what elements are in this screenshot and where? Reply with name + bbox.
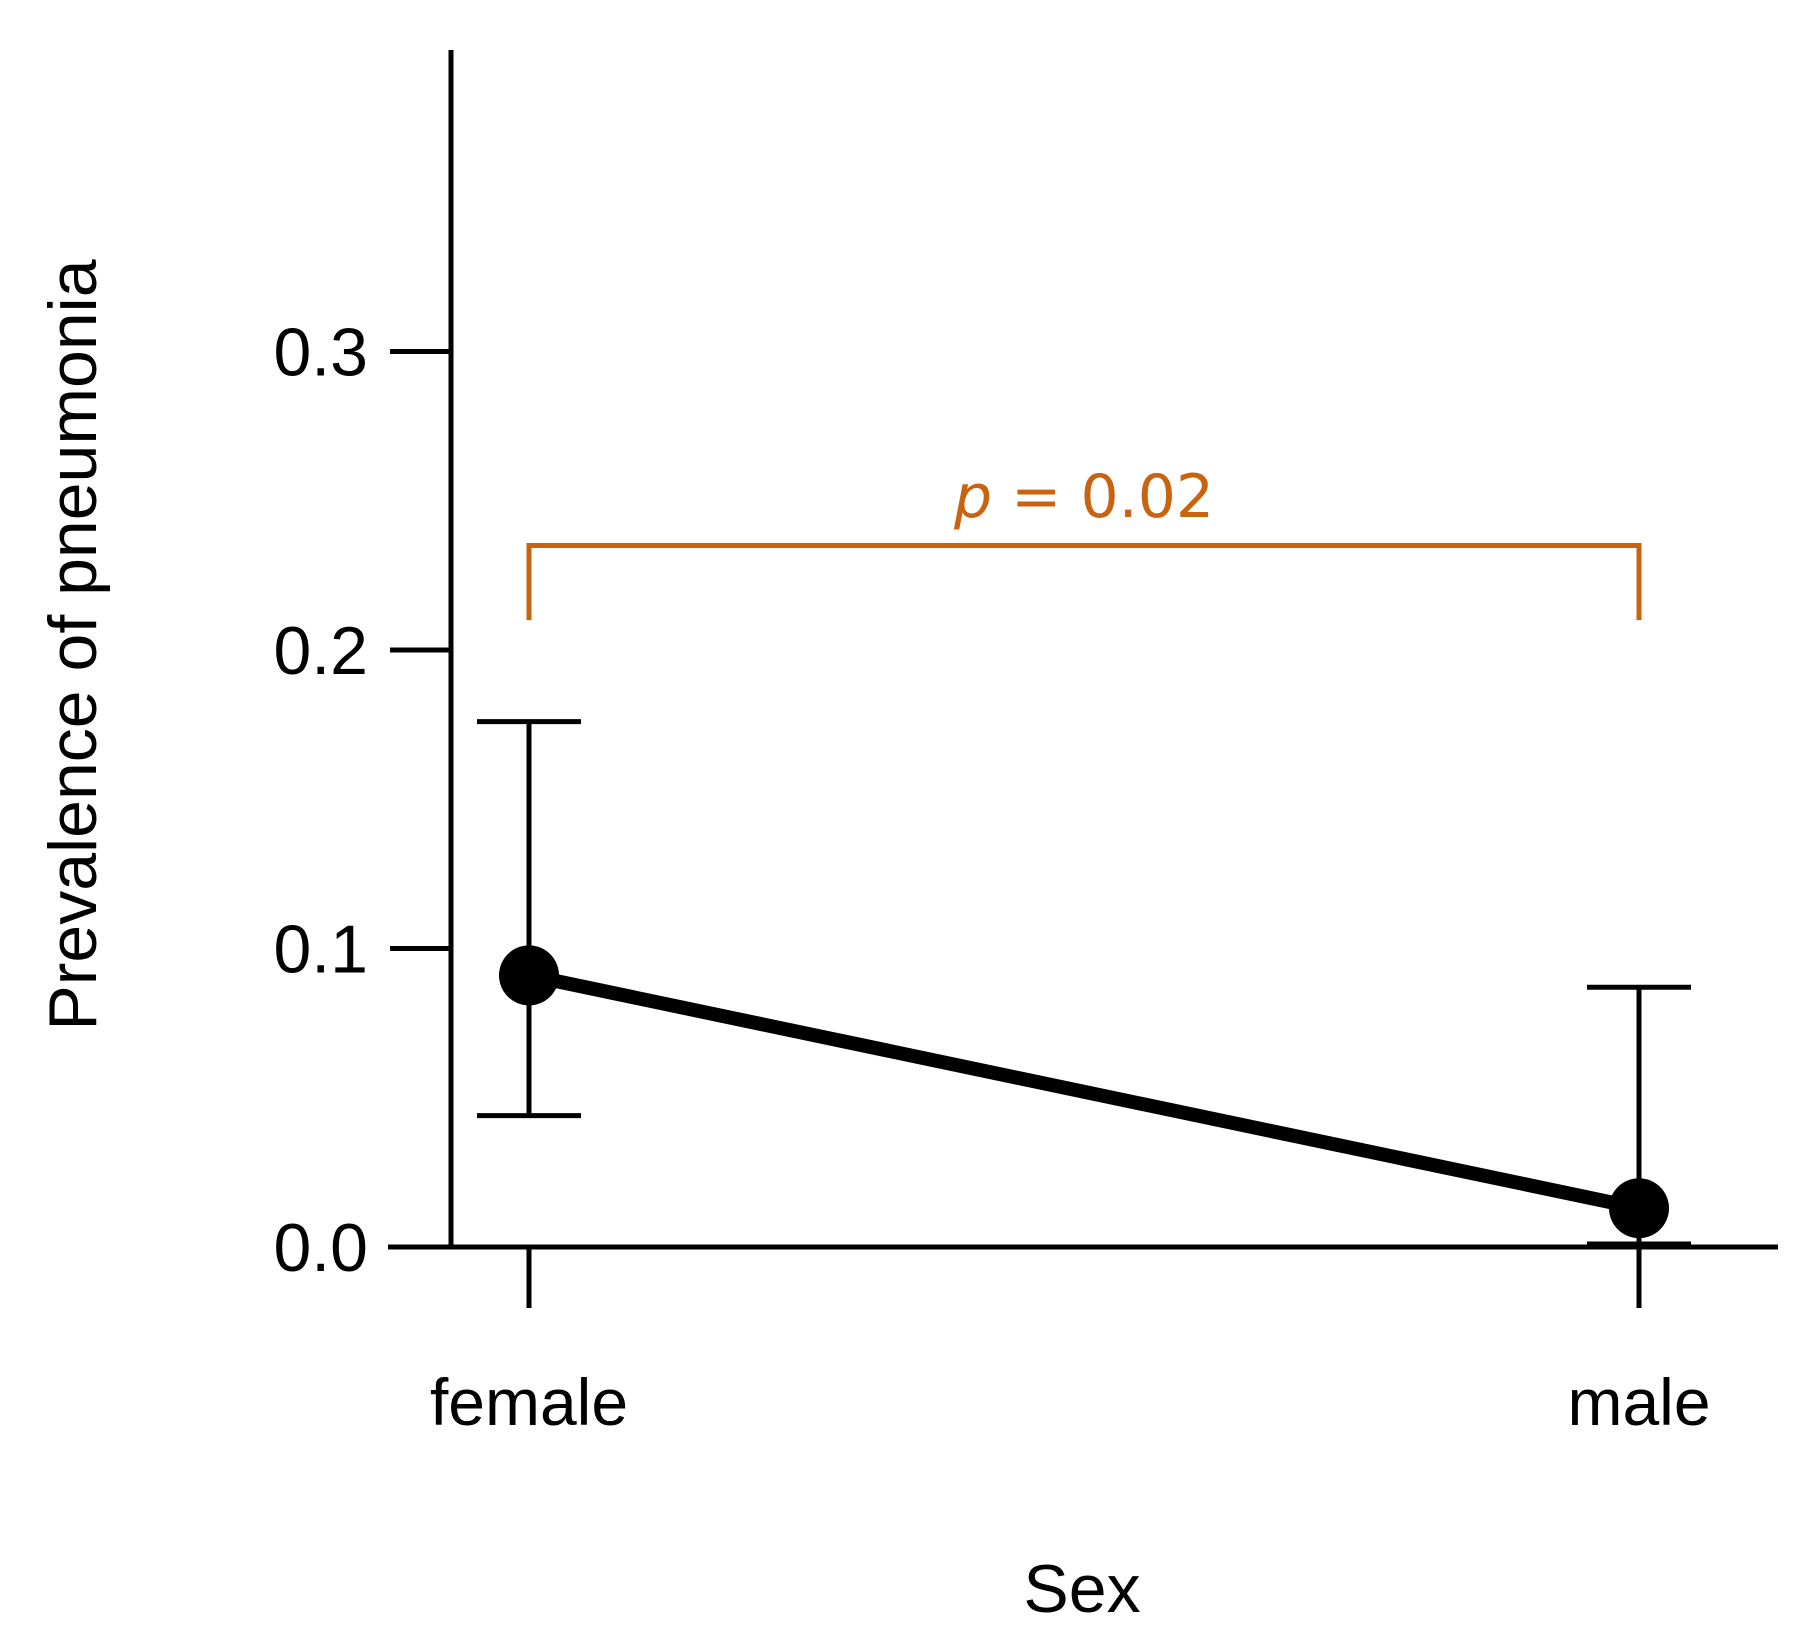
y-tick-label: 0.1 bbox=[273, 912, 368, 988]
y-tick-label: 0.0 bbox=[273, 1210, 368, 1286]
x-tick-label: male bbox=[1567, 1365, 1710, 1439]
y-ticks: 0.0 0.1 0.2 0.3 bbox=[273, 315, 451, 1286]
series-lines bbox=[527, 968, 1641, 1216]
significance-annotation: p = 0.02 bbox=[526, 462, 1642, 621]
data-points bbox=[499, 945, 1669, 1239]
x-axis-label: Sex bbox=[1023, 1551, 1140, 1627]
p-value-annotation: p = 0.02 bbox=[953, 462, 1214, 532]
y-tick-label: 0.2 bbox=[273, 613, 368, 689]
data-point bbox=[1609, 1178, 1669, 1239]
axes bbox=[388, 50, 1778, 1308]
data-point bbox=[499, 945, 559, 1006]
series-line bbox=[527, 968, 1641, 1216]
p-symbol: p bbox=[953, 462, 992, 532]
significance-bracket bbox=[526, 543, 1642, 621]
p-value: = 0.02 bbox=[992, 462, 1214, 532]
x-category-labels: female male bbox=[430, 1365, 1711, 1439]
y-axis-label: Prevalence of pneumonia bbox=[35, 259, 111, 1030]
error-bars bbox=[477, 719, 1691, 1247]
x-tick-label: female bbox=[430, 1365, 628, 1439]
y-tick-label: 0.3 bbox=[273, 315, 368, 391]
